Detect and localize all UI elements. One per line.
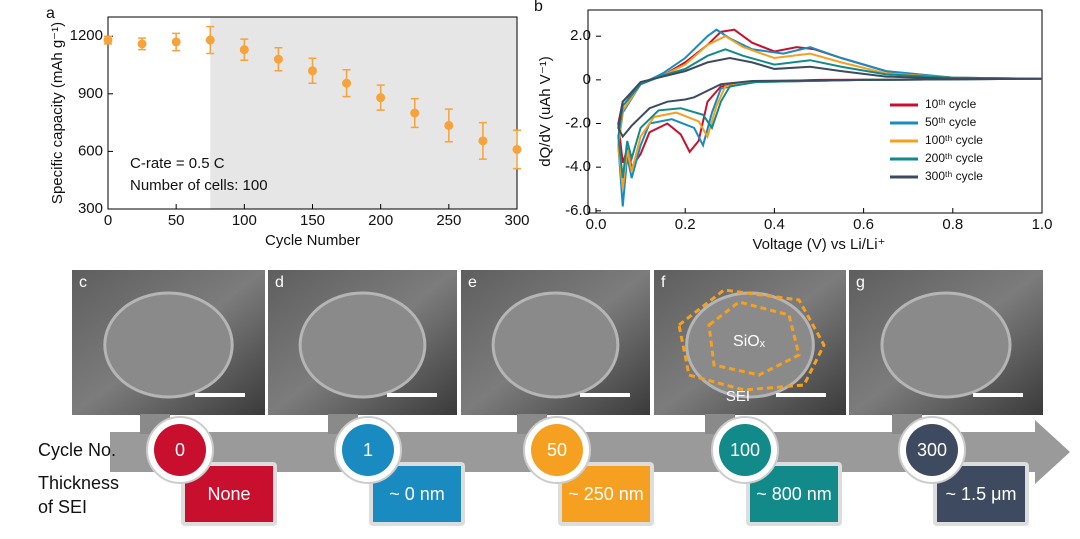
y-tick-label: 0 bbox=[583, 71, 591, 88]
annotation: C-rate = 0.5 C bbox=[130, 155, 225, 172]
row-label: Thickness bbox=[38, 473, 119, 493]
cycle-label: 100 bbox=[730, 440, 760, 460]
x-tick-label: 0.4 bbox=[764, 216, 785, 233]
cycle-circle bbox=[154, 424, 206, 476]
particle bbox=[880, 291, 1012, 399]
y-tick-label: 2.0 bbox=[570, 27, 591, 44]
cv-curve bbox=[617, 57, 1043, 139]
thickness-label: ~ 1.5 μm bbox=[946, 484, 1017, 504]
row-label: of SEI bbox=[38, 497, 87, 517]
panel-label: f bbox=[661, 274, 666, 291]
core-outline bbox=[707, 300, 801, 377]
data-point bbox=[376, 93, 386, 103]
x-tick-label: 0.0 bbox=[586, 216, 607, 233]
y-tick-label: 900 bbox=[78, 85, 103, 102]
annotation: Number of cells: 100 bbox=[130, 177, 268, 194]
x-tick-label: 50 bbox=[168, 212, 185, 229]
x-tick-label: 0.8 bbox=[942, 216, 963, 233]
cycle-label: 50 bbox=[547, 440, 567, 460]
cv-curve bbox=[617, 48, 1043, 179]
particle bbox=[298, 291, 427, 399]
particle bbox=[491, 291, 620, 399]
y-axis-label: dQ/dV (uAh V⁻¹) bbox=[537, 56, 554, 166]
cycle-circle bbox=[342, 424, 394, 476]
panel-label: d bbox=[275, 274, 284, 291]
core-label: SiOₓ bbox=[733, 333, 766, 350]
x-axis-label: Voltage (V) vs Li/Li⁺ bbox=[753, 236, 886, 253]
particle bbox=[103, 291, 234, 399]
data-point bbox=[478, 136, 488, 146]
thickness-label: ~ 0 nm bbox=[389, 484, 445, 504]
data-point bbox=[444, 120, 454, 130]
cv-curve bbox=[617, 28, 936, 170]
legend-label: 300ᵗʰ cycle bbox=[925, 169, 983, 183]
y-tick-label: 600 bbox=[78, 142, 103, 159]
row-label: Cycle No. bbox=[38, 440, 116, 460]
cycle-label: 1 bbox=[363, 440, 373, 460]
x-axis-label: Cycle Number bbox=[265, 232, 360, 249]
panel-label: c bbox=[79, 274, 87, 291]
panel-label: a bbox=[46, 5, 55, 22]
data-point bbox=[342, 78, 352, 88]
data-point bbox=[171, 37, 181, 47]
data-point bbox=[410, 108, 420, 118]
thickness-label: ~ 800 nm bbox=[756, 484, 832, 504]
x-tick-label: 150 bbox=[300, 212, 325, 229]
panel-label: b bbox=[534, 0, 543, 15]
y-tick-label: -6.0 bbox=[565, 202, 591, 219]
legend-label: 200ᵗʰ cycle bbox=[925, 151, 983, 165]
cycle-label: 300 bbox=[917, 440, 947, 460]
legend-label: 50ᵗʰ cycle bbox=[925, 115, 977, 129]
data-point bbox=[205, 35, 215, 45]
data-point bbox=[308, 66, 317, 76]
x-tick-label: 250 bbox=[436, 212, 461, 229]
y-tick-label: 300 bbox=[78, 200, 103, 217]
x-tick-label: 1.0 bbox=[1032, 216, 1053, 233]
data-point bbox=[103, 35, 113, 45]
data-point bbox=[137, 39, 147, 49]
shell-label: SEI bbox=[726, 388, 750, 405]
x-tick-label: 300 bbox=[504, 212, 529, 229]
x-tick-label: 0.2 bbox=[675, 216, 696, 233]
data-point bbox=[239, 45, 249, 55]
x-tick-label: 0 bbox=[104, 212, 112, 229]
thickness-label: None bbox=[207, 484, 250, 504]
legend-label: 100ᵗʰ cycle bbox=[925, 133, 983, 147]
cycle-circle bbox=[719, 424, 771, 476]
y-tick-label: -4.0 bbox=[565, 158, 591, 175]
data-point bbox=[273, 54, 283, 64]
y-axis-label: Specific capacity (mAh g⁻¹) bbox=[49, 22, 66, 204]
plot-frame bbox=[587, 9, 1043, 214]
y-tick-label: 1200 bbox=[70, 27, 103, 44]
x-tick-label: 0.6 bbox=[853, 216, 874, 233]
shaded-region bbox=[210, 17, 517, 209]
x-tick-label: 200 bbox=[368, 212, 393, 229]
cycle-circle bbox=[531, 424, 583, 476]
cycle-label: 0 bbox=[175, 440, 185, 460]
panel-label: g bbox=[856, 274, 865, 291]
thickness-label: ~ 250 nm bbox=[568, 484, 644, 504]
y-tick-label: -2.0 bbox=[565, 114, 591, 131]
legend-label: 10ᵗʰ cycle bbox=[925, 97, 977, 111]
x-tick-label: 100 bbox=[232, 212, 257, 229]
panel-label: e bbox=[468, 274, 477, 291]
cycle-circle bbox=[906, 424, 958, 476]
data-point bbox=[512, 144, 522, 154]
plot-frame bbox=[107, 16, 518, 210]
